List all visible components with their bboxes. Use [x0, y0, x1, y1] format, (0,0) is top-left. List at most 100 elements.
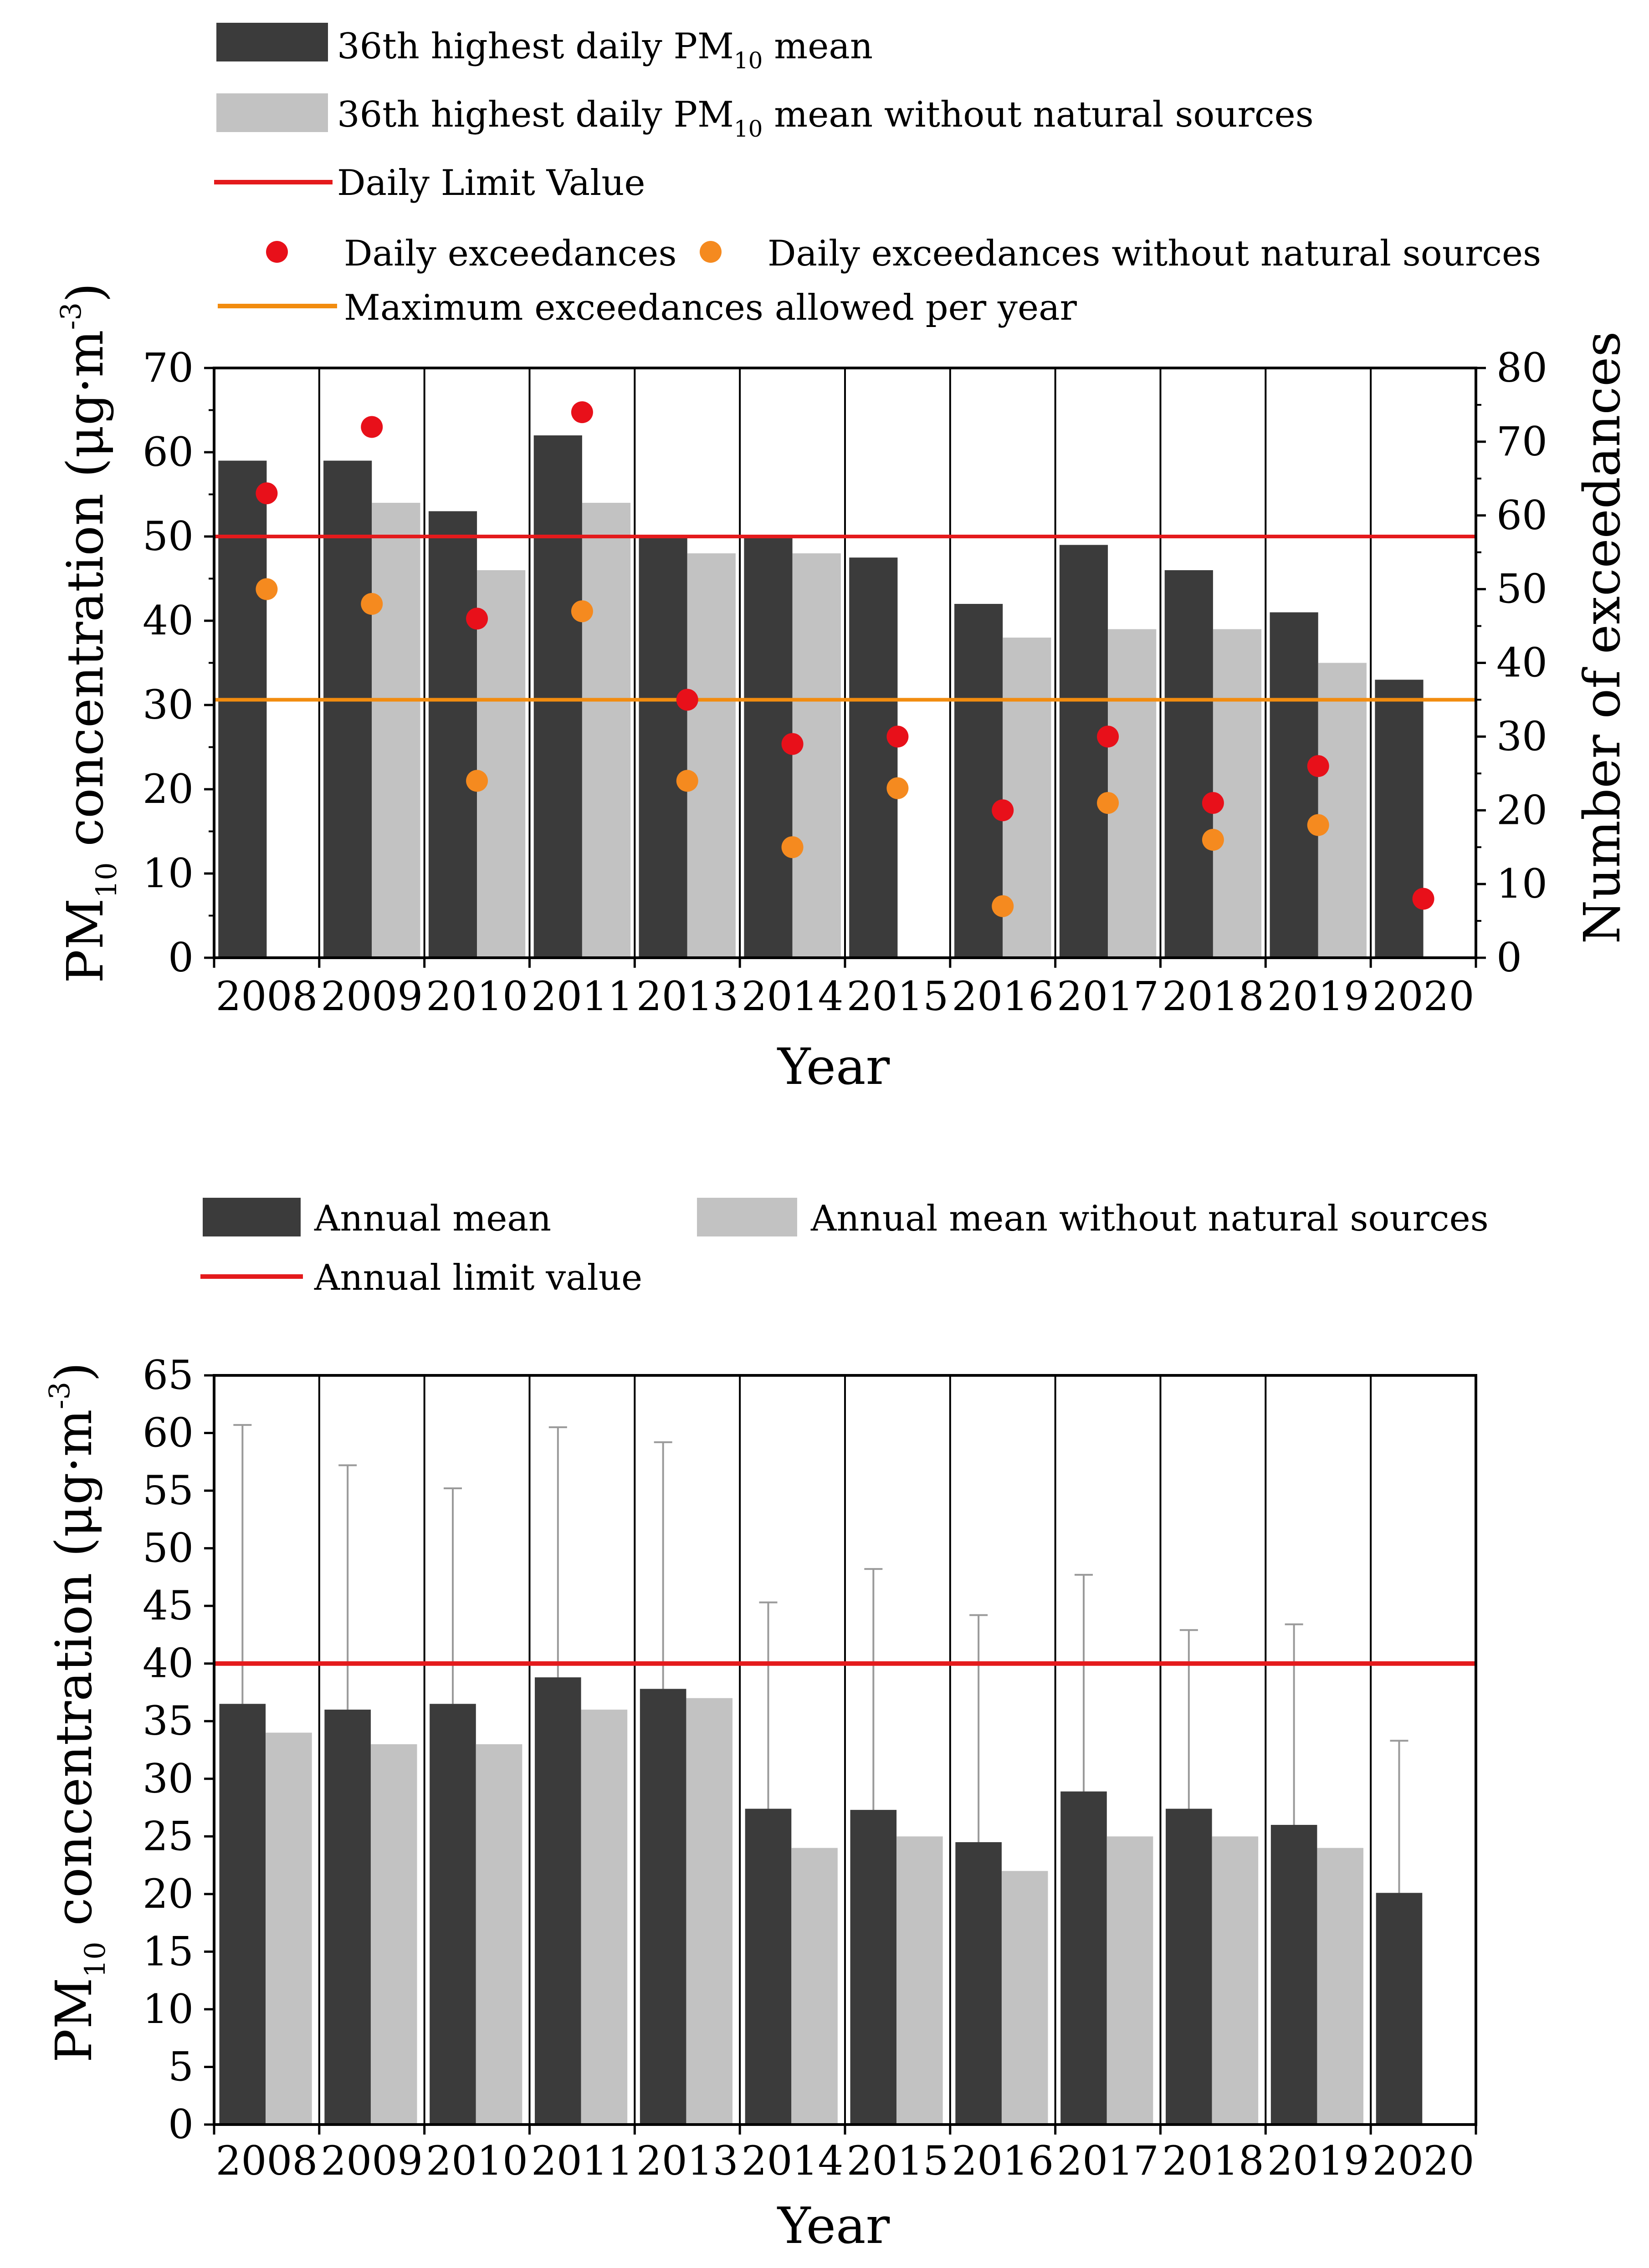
- y-tick-label-20: 20: [143, 766, 194, 812]
- y2-tick-label-60: 60: [1496, 492, 1547, 539]
- y-tick-label-40: 40: [143, 597, 194, 644]
- bar-annual-mean-2017: [1060, 1791, 1107, 2125]
- y-tick-label-10: 10: [143, 1986, 194, 2033]
- x-tick-label-2009: 2009: [321, 2137, 423, 2184]
- bar-annual-mean-2011: [535, 1677, 581, 2125]
- legend-label-max-exceedances: Maximum exceedances allowed per year: [344, 287, 1077, 328]
- bar-36th-highest-2018: [1164, 570, 1213, 958]
- y-tick-label-5: 5: [168, 2043, 194, 2090]
- y-tick-label-30: 30: [143, 681, 194, 728]
- dot-exceedances-2009: [361, 416, 383, 438]
- chart2-legend: Annual mean Annual mean without natural …: [200, 1198, 1489, 1298]
- y-tick-label-0: 0: [168, 934, 194, 981]
- y2-tick-label-40: 40: [1496, 639, 1547, 686]
- y-tick-label-0: 0: [168, 2101, 194, 2148]
- bar-36th-highest-no-natural-2009: [372, 503, 420, 958]
- legend-swatch-36th-highest: [216, 23, 328, 61]
- legend-label-annual-mean-no-natural: Annual mean without natural sources: [810, 1198, 1489, 1239]
- dot-exceedances-2017: [1097, 725, 1119, 748]
- x-tick-label-2014: 2014: [742, 2137, 844, 2184]
- y-tick-label-55: 55: [143, 1467, 194, 1514]
- dot-exceedances-no-natural-2013: [676, 770, 698, 792]
- y-tick-label-15: 15: [143, 1928, 194, 1975]
- y-tick-label-60: 60: [143, 429, 194, 475]
- bar-annual-mean-2018: [1166, 1808, 1212, 2125]
- dot-exceedances-2014: [781, 733, 804, 755]
- legend-dot-daily-exceedances-no-natural: [700, 241, 722, 263]
- y2-tick-label-0: 0: [1496, 934, 1522, 981]
- bar-annual-mean-2008: [219, 1704, 266, 2125]
- chart2-category-dividers: [318, 1375, 1372, 2125]
- y2-tick-label-70: 70: [1496, 418, 1547, 465]
- bar-annual-mean-no-natural-2018: [1212, 1836, 1259, 2125]
- dot-exceedances-no-natural-2014: [781, 836, 804, 858]
- y-tick-label-35: 35: [143, 1697, 194, 1744]
- dot-exceedances-2013: [676, 689, 698, 711]
- x-tick-label-2020: 2020: [1372, 973, 1475, 1020]
- y2-tick-label-50: 50: [1496, 566, 1547, 613]
- bar-36th-highest-2020: [1375, 679, 1424, 958]
- x-tick-label-2017: 2017: [1057, 973, 1159, 1020]
- x-tick-label-2013: 2013: [636, 2137, 738, 2184]
- dot-exceedances-no-natural-2017: [1097, 792, 1119, 814]
- dot-exceedances-no-natural-2009: [361, 593, 383, 615]
- bar-36th-highest-no-natural-2013: [687, 553, 736, 958]
- chart1-y-axis-left: 0 10 20 30 40 50 60 70: [143, 344, 214, 981]
- x-tick-label-2008: 2008: [215, 2137, 318, 2184]
- dot-exceedances-2015: [886, 725, 909, 748]
- x-tick-label-2019: 2019: [1267, 2137, 1369, 2184]
- bar-annual-mean-2013: [640, 1689, 686, 2125]
- bar-36th-highest-2013: [639, 536, 687, 958]
- x-tick-label-2010: 2010: [426, 973, 528, 1020]
- bar-annual-mean-no-natural-2015: [896, 1836, 943, 2125]
- bar-36th-highest-2008: [218, 460, 267, 958]
- bar-36th-highest-2010: [428, 511, 477, 958]
- bar-annual-mean-2015: [850, 1810, 897, 2125]
- bar-annual-mean-no-natural-2014: [791, 1848, 838, 2125]
- bar-36th-highest-no-natural-2017: [1108, 629, 1157, 958]
- bar-annual-mean-no-natural-2009: [370, 1744, 417, 2125]
- bar-annual-mean-no-natural-2013: [686, 1698, 733, 2125]
- x-tick-label-2011: 2011: [531, 2137, 633, 2184]
- dot-exceedances-2016: [992, 799, 1014, 822]
- legend-swatch-annual-mean: [203, 1198, 301, 1236]
- legend-label-36th-highest: 36th highest daily PM10 mean: [337, 26, 873, 74]
- bar-36th-highest-2019: [1270, 612, 1318, 958]
- bar-36th-highest-no-natural-2018: [1213, 629, 1262, 958]
- chart1-bars: [218, 435, 1424, 958]
- y-tick-label-45: 45: [143, 1582, 194, 1629]
- bar-annual-mean-2014: [745, 1808, 792, 2125]
- x-tick-label-2018: 2018: [1162, 973, 1264, 1020]
- bar-annual-mean-2019: [1270, 1825, 1317, 2125]
- bar-annual-mean-no-natural-2008: [266, 1732, 312, 2125]
- x-tick-label-2019: 2019: [1267, 973, 1369, 1020]
- x-tick-label-2013: 2013: [636, 973, 738, 1020]
- x-tick-label-2009: 2009: [321, 973, 423, 1020]
- x-tick-label-2010: 2010: [426, 2137, 528, 2184]
- y-tick-label-60: 60: [143, 1410, 194, 1456]
- dot-exceedances-2008: [256, 482, 278, 505]
- chart1-y-axis-right: 0 10 20 30 40 50 60 70 80: [1476, 344, 1547, 981]
- dot-exceedances-no-natural-2008: [256, 578, 278, 600]
- legend-label-daily-limit: Daily Limit Value: [337, 163, 645, 204]
- dot-exceedances-2018: [1202, 792, 1224, 814]
- y2-tick-label-30: 30: [1496, 713, 1547, 760]
- dot-exceedances-no-natural-2019: [1307, 814, 1329, 836]
- x-tick-label-2015: 2015: [846, 2137, 948, 2184]
- legend-dot-daily-exceedances: [266, 241, 288, 263]
- bar-36th-highest-2017: [1059, 545, 1108, 958]
- bar-36th-highest-2015: [849, 557, 898, 958]
- chart2-x-axis-title: Year: [777, 2196, 890, 2255]
- bar-36th-highest-no-natural-2010: [477, 570, 526, 958]
- x-tick-label-2014: 2014: [742, 973, 844, 1020]
- legend-label-annual-mean: Annual mean: [314, 1198, 551, 1239]
- bar-annual-mean-2016: [955, 1842, 1002, 2125]
- bar-annual-mean-2010: [430, 1704, 476, 2125]
- bar-36th-highest-2011: [533, 435, 582, 958]
- dot-exceedances-no-natural-2018: [1202, 829, 1224, 851]
- dot-exceedances-2010: [466, 608, 488, 630]
- bar-annual-mean-2009: [324, 1709, 371, 2125]
- y-tick-label-50: 50: [143, 1525, 194, 1572]
